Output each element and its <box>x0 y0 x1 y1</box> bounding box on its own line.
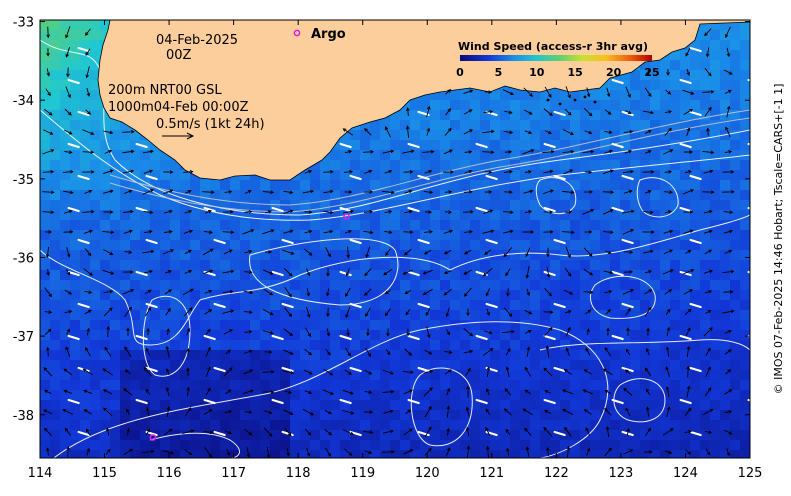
lat-tick-label: -36 <box>13 251 34 266</box>
lon-tick-label: 122 <box>544 466 569 481</box>
legend-tick-label: 10 <box>529 66 545 79</box>
lon-tick-label: 118 <box>286 466 311 481</box>
credit-text: © IMOS 07-Feb-2025 14:46 Hobart; Tscale=… <box>772 84 785 395</box>
lat-tick-label: -33 <box>13 16 34 31</box>
lon-tick-label: 125 <box>738 466 763 481</box>
colorbar <box>460 55 652 61</box>
legend-tick-label: 25 <box>644 66 659 79</box>
lon-tick-label: 114 <box>28 466 53 481</box>
legend-tick-label: 5 <box>495 66 503 79</box>
time-label: 00Z <box>166 48 192 63</box>
lon-tick-label: 116 <box>157 466 182 481</box>
lat-tick-label: -34 <box>13 94 34 109</box>
scale-label: 0.5m/s (1kt 24h) <box>156 117 265 132</box>
lon-tick-label: 124 <box>673 466 698 481</box>
lat-tick-label: -35 <box>13 173 34 188</box>
lon-tick-label: 123 <box>608 466 633 481</box>
lat-tick-label: -37 <box>13 330 34 345</box>
lon-tick-label: 121 <box>479 466 504 481</box>
legend-tick-label: 15 <box>568 66 583 79</box>
lat-tick-label: -38 <box>13 409 34 424</box>
lon-tick-label: 120 <box>415 466 440 481</box>
lon-tick-label: 119 <box>350 466 375 481</box>
legend-title: Wind Speed (access-r 3hr avg) <box>458 40 648 53</box>
date-label: 04-Feb-2025 <box>156 33 238 48</box>
lon-tick-label: 117 <box>221 466 246 481</box>
lon-tick-label: 115 <box>92 466 117 481</box>
legend-tick-label: 0 <box>456 66 464 79</box>
depth-label-2: 1000m04-Feb 00:00Z <box>108 100 249 115</box>
depth-label-1: 200m NRT00 GSL <box>108 83 222 98</box>
argo-label: Argo <box>311 27 346 42</box>
legend-tick-label: 20 <box>606 66 622 79</box>
